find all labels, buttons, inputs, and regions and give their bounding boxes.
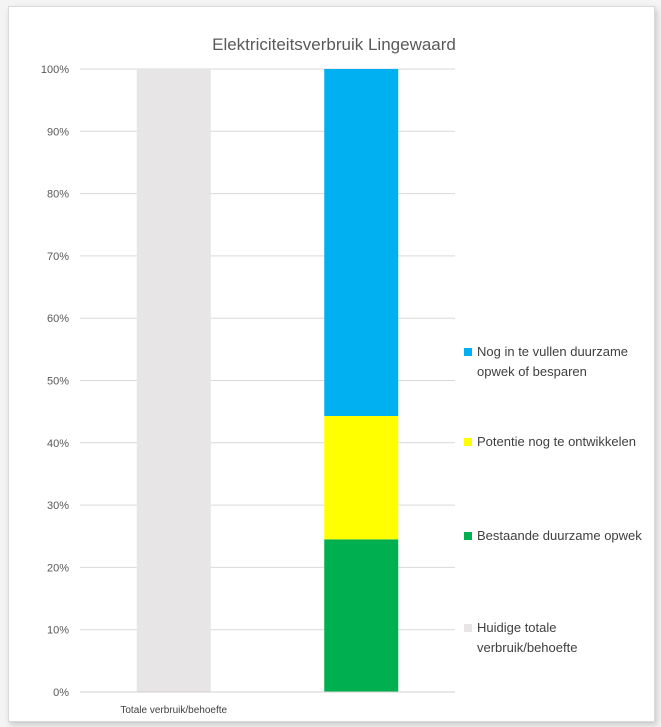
legend-label: opwek of besparen [477, 364, 587, 379]
bar-segment [136, 69, 211, 692]
y-tick-label: 30% [47, 500, 69, 512]
bar-segment [324, 539, 399, 692]
legend-swatch [464, 532, 472, 540]
chart-title: Elektriciteitsverbruik Lingewaard [212, 35, 456, 54]
legend-label: Potentie nog te ontwikkelen [477, 434, 636, 449]
y-tick-label: 100% [41, 64, 69, 76]
y-tick-label: 10% [47, 625, 69, 637]
gridlines [80, 68, 455, 631]
y-tick-label: 20% [47, 562, 69, 574]
y-tick-label: 0% [53, 687, 69, 699]
legend-label: Nog in te vullen duurzame [477, 344, 628, 359]
bar-segment [324, 69, 399, 417]
y-axis-tick-labels: 0% 10% 20% 30% 40% 50% 60% 70% 80% 90% 100% [41, 64, 69, 699]
legend-swatch [464, 624, 472, 632]
legend-label: Bestaande duurzame opwek [477, 528, 642, 543]
bars [136, 69, 399, 692]
y-tick-label: 70% [47, 251, 69, 263]
legend-label: verbruik/behoefte [477, 640, 577, 655]
y-tick-label: 80% [47, 189, 69, 201]
x-category-label: Totale verbruik/behoefte [120, 705, 227, 716]
x-axis-category-labels: Totale verbruik/behoefte [120, 705, 227, 716]
y-tick-label: 90% [47, 126, 69, 138]
y-tick-label: 40% [47, 438, 69, 450]
legend: Nog in te vullen duurzame opwek of bespar… [464, 344, 642, 655]
legend-swatch [464, 438, 472, 446]
y-tick-label: 60% [47, 313, 69, 325]
y-tick-label: 50% [47, 376, 69, 388]
legend-label: Huidige totale [477, 620, 557, 635]
bar-segment [324, 416, 399, 540]
legend-swatch [464, 348, 472, 356]
